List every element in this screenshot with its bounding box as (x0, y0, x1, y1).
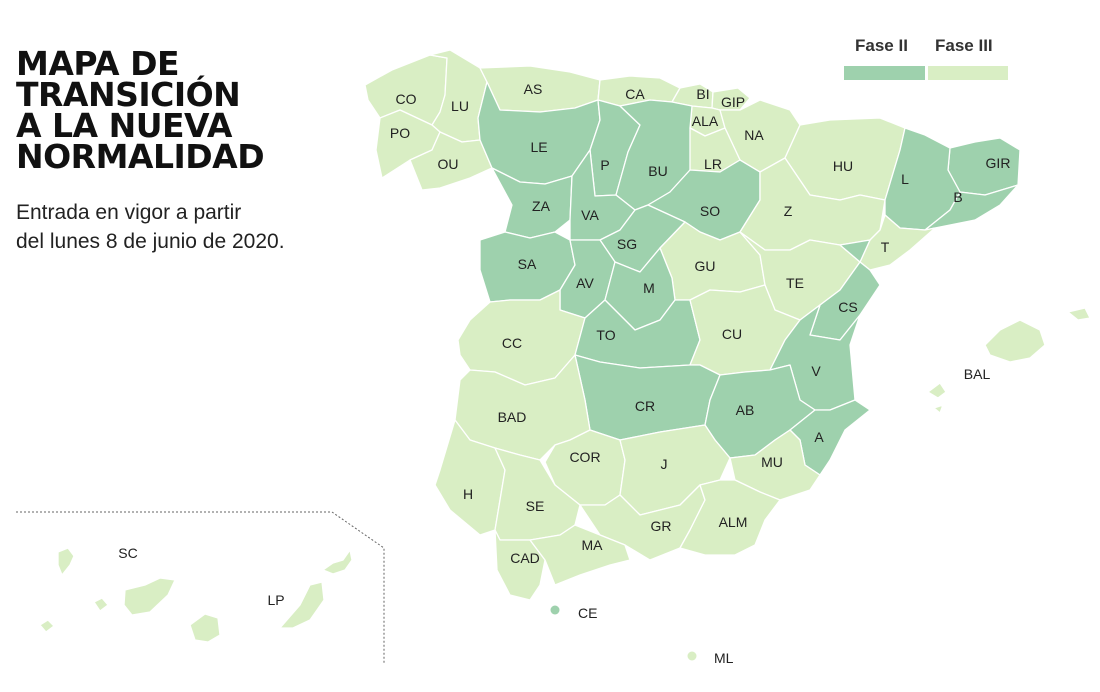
province-label-cor: COR (569, 449, 600, 465)
province-label-bal: BAL (964, 366, 991, 382)
province-label-ce: CE (578, 605, 597, 621)
province-lp (39, 549, 353, 643)
province-label-alm: ALM (719, 514, 748, 530)
province-label-to: TO (596, 327, 615, 343)
province-label-gu: GU (695, 258, 716, 274)
province-label-p: P (600, 157, 609, 173)
province-label-cc: CC (502, 335, 522, 351)
province-label-bi: BI (696, 86, 709, 102)
city-marker-ce (550, 605, 560, 615)
province-label-ab: AB (736, 402, 755, 418)
province-label-po: PO (390, 125, 410, 141)
province-b (924, 184, 1019, 231)
province-label-na: NA (744, 127, 764, 143)
title-line: NORMALIDAD (16, 137, 265, 176)
province-label-av: AV (576, 275, 594, 291)
province-ma (529, 524, 631, 586)
province-label-sa: SA (518, 256, 537, 272)
province-label-gir: GIR (986, 155, 1011, 171)
subtitle-line: Entrada en vigor a partir (16, 201, 242, 224)
province-label-va: VA (581, 207, 599, 223)
province-label-cad: CAD (510, 550, 540, 566)
legend-phase2-swatch (844, 66, 925, 80)
province-label-lr: LR (704, 156, 722, 172)
province-label-co: CO (396, 91, 417, 107)
province-label-za: ZA (532, 198, 551, 214)
province-t (859, 214, 936, 271)
province-label-t: T (881, 239, 890, 255)
legend-phase2-label: Fase II (855, 36, 908, 55)
province-label-te: TE (786, 275, 804, 291)
province-label-as: AS (524, 81, 543, 97)
province-label-v: V (811, 363, 821, 379)
map-title: MAPA DE TRANSICIÓN A LA NUEVA NORMALIDAD (16, 44, 316, 176)
province-label-b: B (953, 189, 962, 205)
province-label-mu: MU (761, 454, 783, 470)
title-line: A LA NUEVA (16, 106, 232, 145)
province-label-m: M (643, 280, 655, 296)
province-label-se: SE (526, 498, 545, 514)
province-label-so: SO (700, 203, 720, 219)
province-za (491, 167, 573, 239)
province-bal (927, 307, 1091, 414)
province-label-ala: ALA (692, 113, 719, 129)
city-marker-ml (687, 651, 697, 661)
province-label-cu: CU (722, 326, 742, 342)
province-label-h: H (463, 486, 473, 502)
province-label-bu: BU (648, 163, 667, 179)
province-label-gr: GR (651, 518, 672, 534)
province-label-ml: ML (714, 650, 734, 666)
province-label-ma: MA (582, 537, 604, 553)
province-label-j: J (661, 456, 668, 472)
province-label-cr: CR (635, 398, 655, 414)
province-label-lu: LU (451, 98, 469, 114)
province-alm (679, 479, 781, 556)
legend-phase3-label: Fase III (935, 36, 993, 55)
province-label-z: Z (784, 203, 793, 219)
province-label-lp: LP (267, 592, 284, 608)
province-cad (494, 529, 546, 601)
province-label-bad: BAD (498, 409, 527, 425)
legend: Fase II Fase III (842, 36, 1012, 82)
province-label-a: A (814, 429, 824, 445)
title-line: TRANSICIÓN (16, 75, 241, 114)
province-label-hu: HU (833, 158, 853, 174)
province-label-cs: CS (838, 299, 857, 315)
province-label-gip: GIP (721, 94, 745, 110)
province-label-ca: CA (625, 86, 645, 102)
province-label-l: L (901, 171, 909, 187)
province-label-sc: SC (118, 545, 137, 561)
legend-phase3-swatch (928, 66, 1008, 80)
subtitle-line: del lunes 8 de junio de 2020. (16, 230, 285, 253)
province-label-le: LE (530, 139, 547, 155)
title-line: MAPA DE (16, 44, 180, 83)
province-sc (57, 547, 176, 616)
province-label-sg: SG (617, 236, 637, 252)
province-label-ou: OU (438, 156, 459, 172)
map-subtitle: Entrada en vigor a partir del lunes 8 de… (16, 198, 336, 256)
canary-inset-frame (16, 511, 385, 664)
